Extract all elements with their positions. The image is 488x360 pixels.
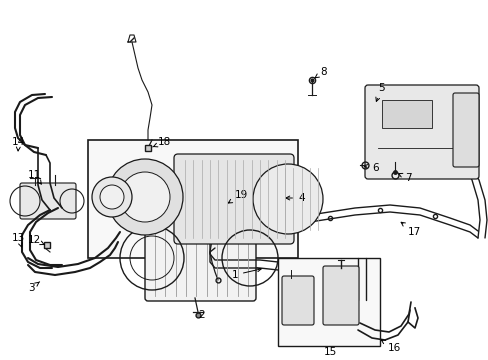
Bar [381, 100, 431, 128]
Text: 5: 5 [375, 83, 384, 102]
Text: 14: 14 [12, 137, 25, 151]
Text: 1: 1 [231, 268, 261, 280]
Bar [278, 258, 379, 346]
Circle shape [100, 185, 124, 209]
FancyBboxPatch shape [174, 154, 293, 244]
Circle shape [252, 164, 323, 234]
Text: 13: 13 [12, 233, 25, 247]
Text: 15: 15 [323, 347, 336, 357]
Text: 4: 4 [285, 193, 304, 203]
Text: 7: 7 [398, 173, 411, 183]
Text: 6: 6 [363, 163, 378, 173]
Text: 18: 18 [152, 137, 171, 147]
FancyBboxPatch shape [452, 93, 478, 167]
Text: 2: 2 [198, 310, 204, 320]
FancyBboxPatch shape [364, 85, 478, 179]
FancyBboxPatch shape [323, 266, 358, 325]
Text: 19: 19 [228, 190, 248, 203]
Circle shape [92, 177, 132, 217]
Text: 8: 8 [314, 67, 326, 78]
Circle shape [120, 172, 170, 222]
Text: 16: 16 [381, 340, 401, 353]
FancyBboxPatch shape [282, 276, 313, 325]
Text: 11: 11 [28, 170, 41, 184]
Text: 3: 3 [28, 282, 40, 293]
Text: 10: 10 [120, 195, 137, 205]
FancyBboxPatch shape [145, 215, 256, 301]
Circle shape [107, 159, 183, 235]
FancyBboxPatch shape [20, 183, 76, 219]
Text: 12: 12 [28, 235, 44, 245]
Text: 17: 17 [400, 222, 420, 237]
Bar [88, 140, 297, 258]
Text: 9: 9 [91, 195, 108, 205]
